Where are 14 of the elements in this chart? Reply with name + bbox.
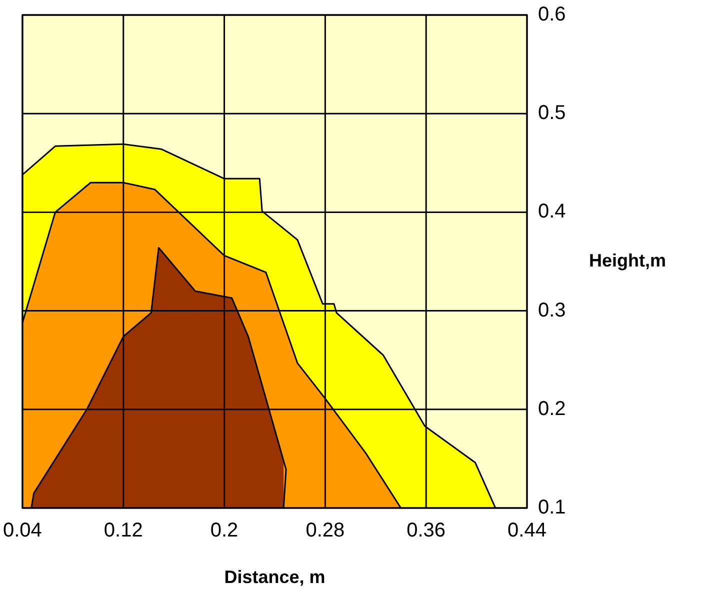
y-tick-label: 0.2 — [538, 398, 566, 420]
x-axis-title: Distance, m — [224, 567, 326, 588]
x-tick-label: 0.2 — [210, 520, 238, 542]
x-tick-label: 0.04 — [2, 520, 42, 542]
y-axis-title: Height,m — [589, 250, 666, 270]
x-tick-label: 0.44 — [508, 520, 546, 542]
y-tick-label: 0.4 — [538, 200, 566, 223]
y-tick-label: 0.6 — [538, 4, 566, 26]
y-tick-label: 0.5 — [538, 102, 566, 124]
x-tick-label: 0.28 — [306, 520, 345, 542]
y-tick-label: 0.3 — [538, 299, 566, 322]
y-tick-label: 0.1 — [538, 496, 566, 519]
x-tick-label: 0.12 — [104, 520, 143, 542]
x-tick-label: 0.36 — [406, 520, 446, 542]
